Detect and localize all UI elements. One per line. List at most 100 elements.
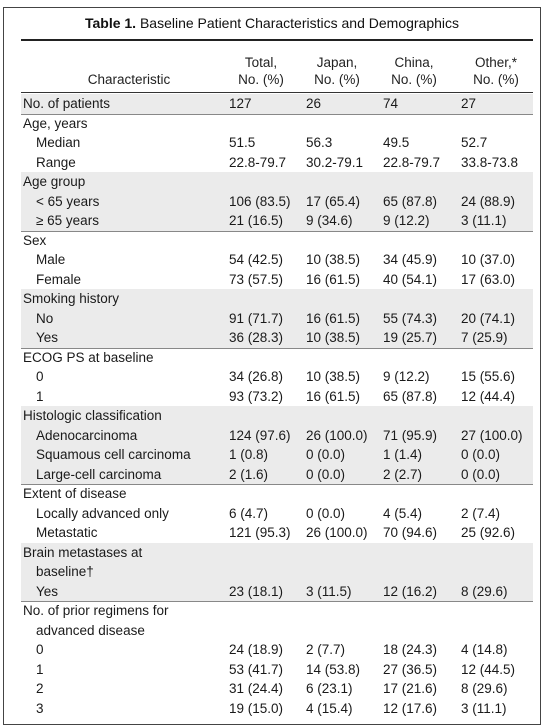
table-row: 1 53 (41.7) 14 (53.8) 27 (36.5) 12 (44.5) bbox=[21, 660, 533, 680]
table-section: ECOG PS at baseline 0 34 (26.8) 10 (38.5) 9 … bbox=[21, 348, 533, 407]
header-other-line1: Other,* bbox=[474, 55, 518, 70]
cell-japan: 3 (11.5) bbox=[306, 583, 352, 599]
table-row: No. of patients 127 26 74 27 bbox=[21, 94, 533, 114]
cell-other: 8 (29.6) bbox=[461, 583, 508, 599]
row-label: Smoking history bbox=[23, 291, 120, 306]
cell-total: 22.8-79.7 bbox=[229, 154, 287, 170]
cell-total: 54 (42.5) bbox=[229, 252, 284, 267]
header-japan-line2: No. (%) bbox=[314, 72, 360, 87]
cell-total: 6 (4.7) bbox=[229, 505, 269, 521]
cell-china: 12 (17.6) bbox=[383, 700, 438, 716]
cell-other: 10 (37.0) bbox=[461, 252, 516, 267]
cell-total: 24 (18.9) bbox=[229, 642, 284, 657]
cell-japan: 14 (53.8) bbox=[306, 661, 361, 677]
cell-other: 20 (74.1) bbox=[461, 310, 516, 326]
row-label: Brain metastases at bbox=[23, 544, 143, 560]
table-row: advanced disease bbox=[21, 621, 533, 641]
cell-china: 1 (1.4) bbox=[383, 447, 423, 462]
cell-other: 12 (44.4) bbox=[461, 388, 516, 404]
cell-other: 52.7 bbox=[461, 135, 488, 150]
table-row: Extent of disease bbox=[21, 484, 533, 504]
cell-japan: 16 (61.5) bbox=[306, 388, 361, 404]
cell-other: 2 (7.4) bbox=[461, 505, 501, 521]
row-label: Sex bbox=[23, 232, 47, 248]
section-divider bbox=[21, 347, 533, 349]
table-row: Locally advanced only 6 (4.7) 0 (0.0) 4 (5.… bbox=[21, 504, 533, 524]
table-row: 0 34 (26.8) 10 (38.5) 9 (12.2) 15 (55.6) bbox=[21, 367, 533, 387]
table-section: Age, years Median 51.5 56.3 49.5 52.7 Range 22.… bbox=[21, 114, 533, 173]
cell-other: 0 (0.0) bbox=[461, 447, 501, 462]
cell-total: 121 (95.3) bbox=[229, 525, 291, 540]
row-label: ECOG PS at baseline bbox=[23, 349, 154, 365]
row-label: Locally advanced only bbox=[36, 505, 169, 521]
cell-total: 93 (73.2) bbox=[229, 388, 284, 404]
cell-china: 12 (16.2) bbox=[383, 583, 438, 599]
row-label: Large-cell carcinoma bbox=[36, 466, 162, 482]
cell-total: 2 (1.6) bbox=[229, 466, 269, 482]
cell-total: 73 (57.5) bbox=[229, 271, 284, 287]
cell-other: 3 (11.1) bbox=[461, 213, 507, 228]
table-row: Age group bbox=[21, 172, 533, 192]
row-label: Male bbox=[36, 252, 66, 267]
table-row: 0 24 (18.9) 2 (7.7) 18 (24.3) 4 (14.8) bbox=[21, 640, 533, 660]
header-total-line1: Total, bbox=[244, 55, 278, 70]
top-rule bbox=[21, 39, 533, 41]
row-label: Extent of disease bbox=[23, 486, 127, 501]
cell-china: 19 (25.7) bbox=[383, 330, 438, 345]
table-row: Smoking history bbox=[21, 289, 533, 309]
cell-other: 27 (100.0) bbox=[461, 427, 523, 443]
cell-japan: 56.3 bbox=[306, 135, 333, 150]
row-label: 2 bbox=[36, 681, 44, 696]
table-row: Male 54 (42.5) 10 (38.5) 34 (45.9) 10 (37.0) bbox=[21, 250, 533, 270]
table-row: ECOG PS at baseline bbox=[21, 348, 533, 368]
table-row: 2 31 (24.4) 6 (23.1) 17 (21.6) 8 (29.6) bbox=[21, 679, 533, 699]
section-divider bbox=[21, 230, 533, 232]
table-row: 3 19 (15.0) 4 (15.4) 12 (17.6) 3 (11.1) bbox=[21, 699, 533, 719]
cell-other: 33.8-73.8 bbox=[461, 154, 519, 170]
header-total: Total, No. (%) bbox=[226, 54, 296, 88]
cell-japan: 0 (0.0) bbox=[306, 447, 346, 462]
row-label: Histologic classification bbox=[23, 408, 162, 423]
cell-other: 8 (29.6) bbox=[461, 681, 508, 696]
cell-other: 25 (92.6) bbox=[461, 525, 516, 540]
cell-japan: 10 (38.5) bbox=[306, 252, 361, 267]
row-label: Median bbox=[36, 135, 81, 150]
cell-japan: 2 (7.7) bbox=[306, 642, 346, 657]
cell-japan: 26 bbox=[306, 96, 322, 111]
table-title-text: Baseline Patient Characteristics and Dem… bbox=[139, 15, 460, 31]
row-label: ≥ 65 years bbox=[36, 213, 99, 228]
cell-china: 4 (5.4) bbox=[383, 505, 423, 521]
cell-total: 53 (41.7) bbox=[229, 661, 284, 677]
row-label: Range bbox=[36, 154, 76, 170]
table-row: baseline† bbox=[21, 562, 533, 582]
cell-total: 1 (0.8) bbox=[229, 447, 269, 462]
cell-japan: 26 (100.0) bbox=[306, 427, 368, 443]
cell-japan: 0 (0.0) bbox=[306, 466, 346, 482]
row-label: advanced disease bbox=[36, 622, 145, 638]
table-row: Yes 23 (18.1) 3 (11.5) 12 (16.2) 8 (29.6) bbox=[21, 582, 533, 602]
table-row: Yes 36 (28.3) 10 (38.5) 19 (25.7) 7 (25.9) bbox=[21, 328, 533, 348]
table-section: Brain metastases at baseline† Yes 23 (18.1)… bbox=[21, 542, 533, 602]
header-rule bbox=[21, 92, 533, 93]
cell-china: 65 (87.8) bbox=[383, 193, 438, 209]
cell-japan: 0 (0.0) bbox=[306, 505, 346, 521]
row-label: 3 bbox=[36, 700, 44, 716]
header-japan-line1: Japan, bbox=[316, 55, 358, 70]
row-label: Female bbox=[36, 271, 82, 287]
row-label: Yes bbox=[36, 330, 59, 345]
header-characteristic: Characteristic bbox=[44, 71, 214, 88]
table-row: Female 73 (57.5) 16 (61.5) 40 (54.1) 17 (63.… bbox=[21, 270, 533, 290]
table-row: Large-cell carcinoma 2 (1.6) 0 (0.0) 2 (2.7… bbox=[21, 465, 533, 485]
header-china-line2: No. (%) bbox=[391, 72, 437, 87]
row-label: Yes bbox=[36, 583, 59, 599]
cell-total: 51.5 bbox=[229, 135, 256, 150]
cell-total: 23 (18.1) bbox=[229, 583, 284, 599]
row-label: 0 bbox=[36, 369, 44, 384]
row-label: 0 bbox=[36, 642, 44, 657]
table-row: Histologic classification bbox=[21, 406, 533, 426]
table-row: Adenocarcinoma 124 (97.6) 26 (100.0) 71 (95… bbox=[21, 426, 533, 446]
header-characteristic-label: Characteristic bbox=[87, 72, 171, 87]
cell-china: 27 (36.5) bbox=[383, 661, 438, 677]
cell-japan: 4 (15.4) bbox=[306, 700, 353, 716]
cell-total: 21 (16.5) bbox=[229, 213, 284, 228]
